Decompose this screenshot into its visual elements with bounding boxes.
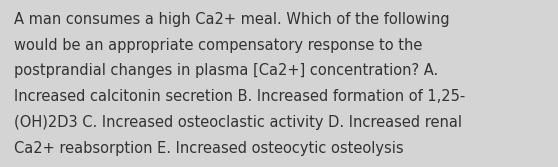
Text: Ca2+ reabsorption E. Increased osteocytic osteolysis: Ca2+ reabsorption E. Increased osteocyti… (14, 141, 403, 156)
Text: would be an appropriate compensatory response to the: would be an appropriate compensatory res… (14, 38, 422, 53)
Text: postprandial changes in plasma [Ca2+] concentration? A.: postprandial changes in plasma [Ca2+] co… (14, 63, 438, 78)
Text: Increased calcitonin secretion B. Increased formation of 1,25-: Increased calcitonin secretion B. Increa… (14, 89, 465, 104)
Text: (OH)2D3 C. Increased osteoclastic activity D. Increased renal: (OH)2D3 C. Increased osteoclastic activi… (14, 115, 462, 130)
Text: A man consumes a high Ca2+ meal. Which of the following: A man consumes a high Ca2+ meal. Which o… (14, 12, 450, 27)
